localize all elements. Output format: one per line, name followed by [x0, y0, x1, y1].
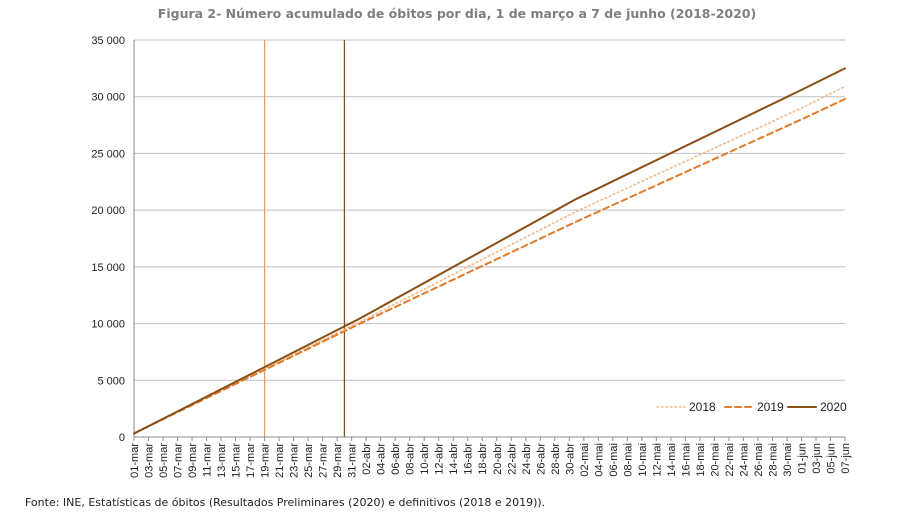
x-tick-label: 18-abr [477, 443, 489, 475]
series-line-2018 [133, 85, 846, 434]
x-tick-label: 16-mai [680, 443, 692, 477]
x-tick-label: 28-abr [550, 443, 562, 475]
x-tick-label: 14-abr [448, 443, 460, 475]
x-tick-label: 26-mai [753, 443, 765, 477]
x-tick-label: 03-jun [811, 443, 823, 474]
x-tick-label: 19-mar [260, 443, 272, 478]
y-tick-labels: 0 5 000 10 000 15 000 20 000 25 000 30 000 35 0… [91, 35, 125, 444]
x-tick-label: 31-mar [347, 443, 359, 478]
x-tick-label: 08-abr [405, 443, 417, 475]
legend: 2018 2019 2020 [656, 400, 847, 414]
x-tick-label: 30-abr [564, 443, 576, 475]
x-tick-label: 24-abr [521, 443, 533, 475]
line-chart: 0 5 000 10 000 15 000 20 000 25 000 30 000 35 0… [91, 35, 852, 478]
y-tick-label: 25 000 [91, 148, 125, 160]
x-tick-label: 01-mar [129, 443, 141, 478]
x-tick-label: 17-mar [245, 443, 257, 478]
y-tick-label: 30 000 [91, 92, 125, 104]
x-tick-label: 02-mai [579, 443, 591, 477]
x-tick-label: 22-abr [506, 443, 518, 475]
x-tick-label: 16-abr [463, 443, 475, 475]
x-tick-labels: 01-mar 03-mar 05-mar 07-mar 09-mar 11-mar 13-m… [129, 443, 852, 478]
legend-label-2020: 2020 [820, 400, 847, 414]
x-tick-label: 12-mai [651, 443, 663, 477]
x-tick-label: 25-mar [303, 443, 315, 478]
x-tick-label: 13-mar [216, 443, 228, 478]
x-tick-label: 29-mar [332, 443, 344, 478]
x-tick-label: 26-abr [535, 443, 547, 475]
legend-label-2018: 2018 [689, 400, 716, 414]
x-tick-label: 07-mar [173, 443, 185, 478]
series-line-2019 [133, 98, 846, 435]
x-tick-label: 21-mar [274, 443, 286, 478]
x-tick-label: 20-mai [709, 443, 721, 477]
legend-label-2019: 2019 [757, 400, 784, 414]
x-tick-label: 05-mar [158, 443, 170, 478]
x-tick-label: 20-abr [492, 443, 504, 475]
x-tick-label: 06-abr [390, 443, 402, 475]
grid-lines [134, 39, 845, 381]
vertical-markers [263, 40, 345, 437]
x-tick-label: 04-mai [593, 443, 605, 477]
x-tick-label: 15-mar [231, 443, 243, 478]
x-tick-label: 02-abr [361, 443, 373, 475]
x-tick-label: 12-abr [434, 443, 446, 475]
x-tick-label: 27-mar [318, 443, 330, 478]
y-tick-label: 10 000 [91, 319, 125, 331]
y-tick-label: 5 000 [97, 375, 125, 387]
x-tick-label: 03-mar [144, 443, 156, 478]
x-tick-label: 04-abr [376, 443, 388, 475]
x-tick-label: 22-mai [724, 443, 736, 477]
x-tick-label: 01-jun [796, 443, 808, 474]
chart-title: Figura 2- Número acumulado de óbitos por… [157, 6, 757, 21]
x-tick-label: 08-mai [622, 443, 634, 477]
x-tick-label: 11-mar [202, 443, 214, 477]
y-tick-label: 20 000 [91, 205, 125, 217]
x-tick-label: 23-mar [289, 443, 301, 478]
x-tick-label: 28-mai [767, 443, 779, 477]
x-tick-label: 30-mai [782, 443, 794, 477]
x-tick-label: 10-abr [419, 443, 431, 475]
x-tick-label: 07-jun [840, 443, 852, 474]
x-tick-label: 18-mai [695, 443, 707, 477]
x-tick-label: 06-mai [608, 443, 620, 477]
y-tick-label: 35 000 [91, 35, 125, 47]
x-tick-label: 14-mai [666, 443, 678, 477]
series-lines [133, 67, 846, 435]
x-tick-label: 24-mai [738, 443, 750, 477]
source-note: Fonte: INE, Estatísticas de óbitos (Resu… [25, 496, 546, 509]
y-tick-label: 15 000 [91, 262, 125, 274]
series-line-2020 [133, 67, 846, 435]
x-tick-label: 09-mar [187, 443, 199, 478]
x-tick-label: 10-mai [637, 443, 649, 477]
axes [133, 40, 846, 441]
x-tick-label: 05-jun [825, 443, 837, 474]
y-tick-label: 0 [119, 432, 125, 444]
